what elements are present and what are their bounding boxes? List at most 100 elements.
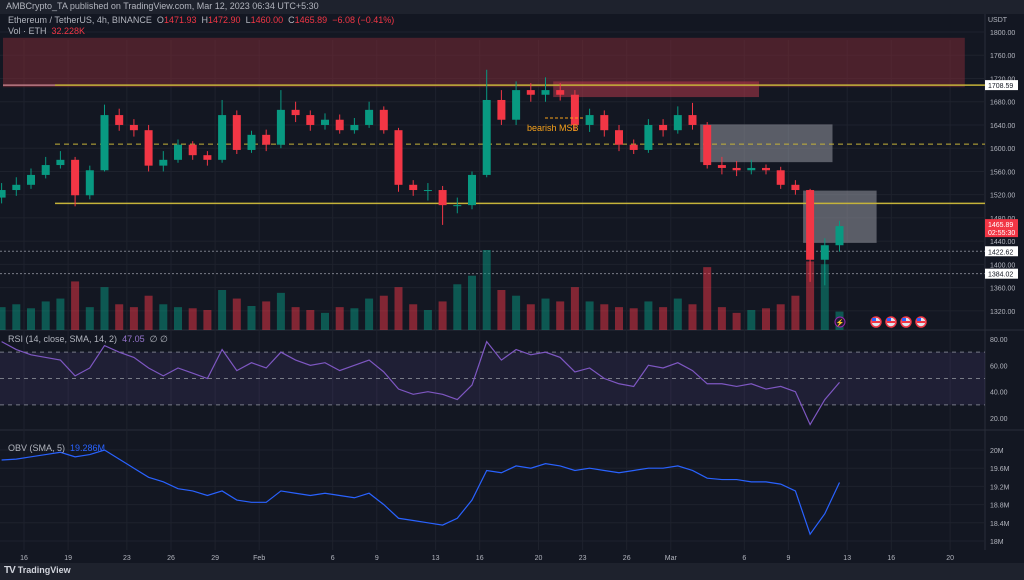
candle-body [747, 167, 756, 171]
volume-bar [276, 292, 285, 330]
candle-body [276, 109, 285, 145]
obv-line [1, 449, 841, 536]
candle-body [585, 115, 594, 125]
candle-body [71, 159, 80, 196]
candle-body [659, 124, 668, 131]
candle-body [453, 205, 462, 207]
candle-body [129, 124, 138, 131]
candle-body [115, 115, 124, 125]
symbol-name[interactable]: Ethereum / TetherUS, 4h, BINANCE [8, 15, 152, 25]
volume-bar [188, 308, 197, 330]
time-tick-label: 16 [887, 555, 895, 562]
volume-bar [232, 298, 241, 330]
volume-bar [218, 290, 227, 330]
obv-tick-label: 18.8M [990, 503, 1010, 510]
volume-bar [56, 298, 65, 330]
flag-canton [902, 318, 906, 321]
candle-body [570, 94, 579, 125]
close-label: C [288, 15, 295, 25]
open-label: O [156, 15, 164, 25]
volume-bar [41, 301, 50, 330]
brand-name: TradingView [17, 565, 71, 575]
symbol-legend: Ethereum / TetherUS, 4h, BINANCE O1471.9… [8, 15, 394, 25]
bearish-order-block [553, 81, 759, 98]
candle-body [247, 134, 256, 150]
flag-stripe [902, 321, 910, 323]
obv-legend: OBV (SMA, 5) 19.286M [8, 443, 105, 453]
volume-bar [409, 304, 418, 330]
flag-stripe [887, 321, 895, 323]
volume-bar [732, 312, 741, 330]
price-label-box [985, 246, 1018, 257]
volume-bar [820, 264, 829, 330]
candle-body [644, 124, 653, 150]
candle-body [321, 119, 329, 125]
price-label-box [985, 80, 1018, 91]
volume-bar [0, 307, 6, 330]
volume-label[interactable]: Vol · ETH [8, 26, 47, 36]
price-tick-label: 1400.00 [990, 262, 1015, 269]
volume-bar [629, 308, 638, 330]
candle-body [468, 174, 476, 206]
obv-tick-label: 20M [990, 448, 1004, 455]
candle-body [526, 90, 535, 95]
price-tick-label: 1520.00 [990, 193, 1015, 200]
rsi-tick-label: 80.00 [990, 337, 1008, 344]
flag-canton [887, 318, 891, 321]
volume-bar [482, 250, 491, 330]
low-value: 1460.00 [250, 15, 284, 25]
candle-body [820, 245, 829, 260]
candle-body [732, 167, 741, 171]
rsi-tick-label: 20.00 [990, 416, 1008, 423]
volume-bar [497, 290, 506, 330]
time-tick-label: 9 [375, 555, 379, 562]
volume-legend: Vol · ETH 32.228K [8, 26, 85, 36]
candle-body [350, 124, 359, 131]
candle-body [703, 124, 712, 166]
lightning-event-icon [834, 316, 846, 328]
candle-body [497, 99, 506, 120]
obv-value: 19.286M [70, 443, 106, 453]
candle-body [615, 130, 623, 145]
volume-bar [541, 298, 550, 330]
price-tick-label: 1560.00 [990, 169, 1015, 176]
time-tick-label: 13 [843, 555, 851, 562]
flag-stripe [917, 321, 925, 323]
obv-tick-label: 19.6M [990, 466, 1010, 473]
volume-bar [747, 310, 756, 330]
rsi-tick-label: 60.00 [990, 363, 1008, 370]
price-tick-label: 1640.00 [990, 123, 1015, 130]
volume-bar [262, 301, 271, 330]
candle-body [365, 109, 374, 125]
candle-body [174, 144, 182, 160]
volume-value: 32.228K [51, 26, 86, 36]
volume-bar [27, 308, 35, 330]
volume-bar [306, 310, 315, 330]
time-tick-label: 6 [742, 555, 746, 562]
volume-bar [174, 307, 182, 330]
price-tick-label: 1680.00 [990, 100, 1015, 107]
tradingview-footer[interactable]: TV TradingView [4, 565, 71, 576]
price-tick-label: 1320.00 [990, 309, 1015, 316]
volume-bar [600, 304, 609, 330]
candle-body [0, 190, 6, 198]
price-label-box [985, 268, 1018, 279]
close-value: 1465.89 [294, 15, 328, 25]
volume-bar [335, 307, 344, 330]
price-tick-label: 1440.00 [990, 239, 1015, 246]
candle-body [159, 159, 168, 166]
candle-body [27, 174, 35, 185]
candle-body [762, 167, 770, 171]
high-value: 1472.90 [208, 15, 241, 25]
volume-bar [659, 307, 668, 330]
candle-body [717, 165, 726, 168]
last-price-label: 1465.89 [988, 222, 1013, 229]
time-tick-label: 29 [211, 555, 219, 562]
volume-bar [673, 298, 682, 330]
obv-label[interactable]: OBV (SMA, 5) [8, 443, 66, 453]
rsi-label[interactable]: RSI (14, close, SMA, 14, 2) [8, 334, 118, 344]
volume-bar [688, 304, 697, 330]
volume-bar [526, 304, 535, 330]
price-tick-label: 1800.00 [990, 30, 1015, 37]
